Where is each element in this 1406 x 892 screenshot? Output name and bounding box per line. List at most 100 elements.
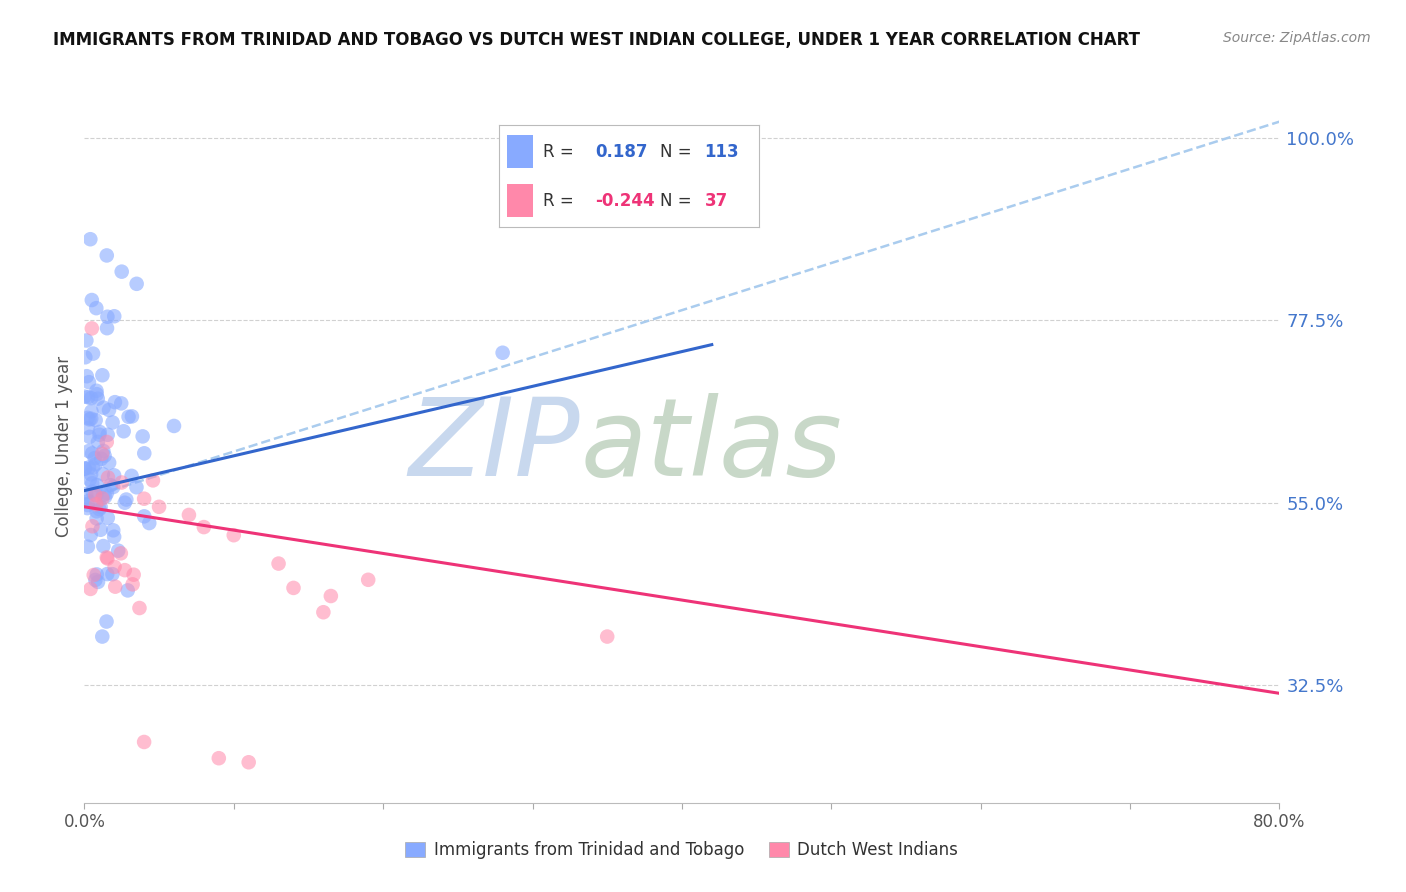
Text: N =: N =: [661, 143, 692, 161]
Text: atlas: atlas: [581, 393, 842, 499]
Point: [84, 413, 107, 427]
Point: [86, 567, 108, 582]
Point: [312, 605, 335, 619]
Point: [86, 478, 108, 492]
Point: [75, 334, 97, 348]
Point: [319, 589, 342, 603]
Point: [76, 369, 98, 384]
Point: [97, 470, 120, 484]
Point: [84, 488, 107, 502]
Point: [125, 277, 148, 291]
Point: [91, 467, 114, 482]
Point: [80, 528, 103, 542]
Point: [96, 551, 118, 566]
Point: [115, 492, 138, 507]
Point: [80, 321, 103, 335]
Point: [97, 511, 120, 525]
Point: [138, 516, 160, 530]
Point: [87, 434, 110, 449]
Point: [77, 444, 100, 458]
Point: [357, 573, 380, 587]
Text: R =: R =: [543, 143, 574, 161]
Point: [104, 580, 127, 594]
Point: [125, 480, 148, 494]
Point: [163, 419, 186, 434]
Point: [87, 392, 110, 406]
Point: [107, 543, 129, 558]
Text: -0.244: -0.244: [595, 192, 655, 210]
Point: [134, 509, 156, 524]
Point: [142, 474, 165, 488]
Point: [98, 456, 121, 470]
Point: [80, 293, 103, 307]
Point: [238, 756, 260, 770]
Point: [79, 473, 101, 487]
Point: [89, 502, 111, 516]
Point: [82, 484, 104, 499]
Text: R =: R =: [543, 192, 574, 210]
Point: [104, 395, 127, 409]
Point: [80, 467, 103, 482]
Point: [103, 559, 125, 574]
Point: [77, 390, 100, 404]
Point: [117, 583, 139, 598]
Point: [82, 446, 104, 460]
Point: [96, 615, 118, 629]
Point: [77, 494, 100, 508]
Point: [82, 519, 104, 533]
Bar: [508, 136, 533, 168]
Point: [96, 321, 118, 335]
Point: [101, 567, 124, 582]
Point: [83, 568, 105, 582]
Point: [79, 412, 101, 426]
Point: [90, 451, 112, 466]
Point: [121, 577, 143, 591]
Point: [91, 630, 114, 644]
Point: [222, 528, 245, 542]
Point: [596, 630, 619, 644]
Point: [96, 310, 118, 324]
Point: [94, 490, 117, 504]
Point: [96, 486, 118, 500]
Point: [93, 401, 115, 415]
Point: [132, 735, 156, 749]
Point: [111, 475, 134, 490]
Point: [134, 446, 156, 460]
Point: [84, 573, 107, 587]
Point: [79, 232, 101, 246]
Point: [80, 411, 103, 425]
Point: [114, 563, 136, 577]
Point: [86, 504, 108, 518]
Point: [82, 346, 104, 360]
Point: [80, 404, 103, 418]
Point: [93, 449, 115, 463]
Point: [110, 546, 132, 560]
Point: [96, 434, 118, 449]
Point: [132, 491, 156, 506]
Point: [73, 461, 96, 475]
Point: [121, 409, 143, 424]
Point: [84, 497, 107, 511]
Point: [91, 491, 114, 506]
Point: [87, 574, 110, 589]
Point: [86, 387, 108, 401]
Point: [90, 523, 112, 537]
Point: [86, 511, 108, 525]
Point: [76, 410, 98, 425]
Point: [111, 265, 134, 279]
Text: Source: ZipAtlas.com: Source: ZipAtlas.com: [1223, 31, 1371, 45]
Point: [193, 520, 215, 534]
Point: [148, 500, 170, 514]
Point: [91, 368, 114, 383]
Point: [97, 427, 120, 442]
Point: [86, 301, 108, 315]
Text: 0.187: 0.187: [595, 143, 648, 161]
Text: IMMIGRANTS FROM TRINIDAD AND TOBAGO VS DUTCH WEST INDIAN COLLEGE, UNDER 1 YEAR C: IMMIGRANTS FROM TRINIDAD AND TOBAGO VS D…: [53, 31, 1140, 49]
Point: [96, 567, 118, 582]
Y-axis label: College, Under 1 year: College, Under 1 year: [55, 355, 73, 537]
Point: [110, 396, 132, 410]
Point: [101, 480, 124, 494]
Point: [79, 582, 101, 596]
Point: [283, 581, 305, 595]
Point: [79, 430, 101, 444]
